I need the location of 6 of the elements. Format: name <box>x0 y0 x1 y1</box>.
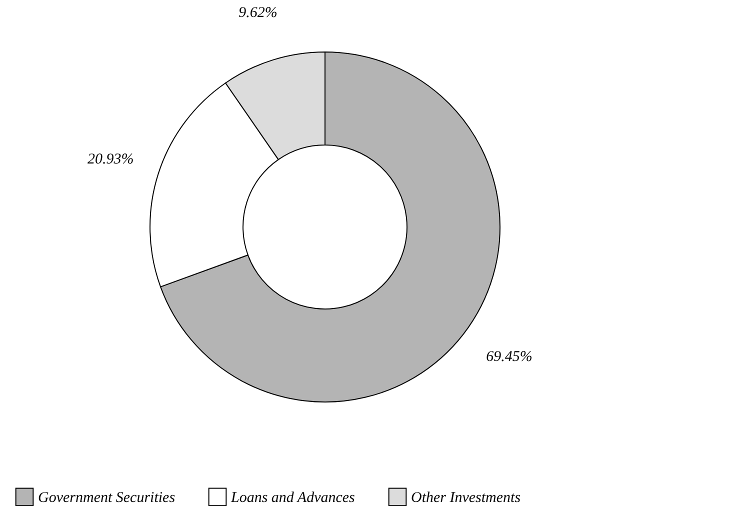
legend-label: Loans and Advances <box>230 490 356 506</box>
legend-label: Government Securities <box>38 490 176 506</box>
data-label: 9.62% <box>238 5 278 22</box>
legend-label: Other Investments <box>411 490 521 506</box>
data-label: 20.93% <box>88 152 134 168</box>
data-label: 69.45% <box>486 349 532 366</box>
